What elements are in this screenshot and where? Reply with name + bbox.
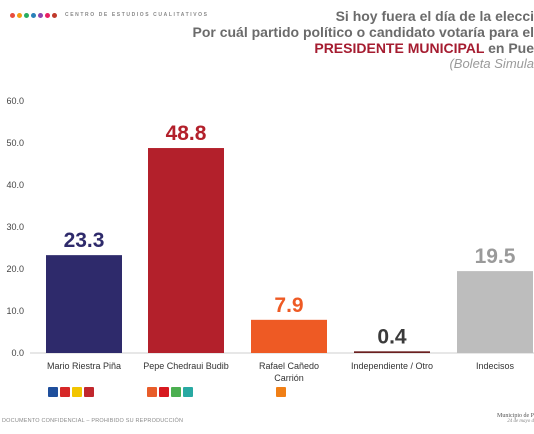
data-label: 48.8 <box>166 122 207 145</box>
chart-title: Si hoy fuera el día de la elecci Por cuá… <box>174 8 534 72</box>
brand-name: CENTRO DE ESTUDIOS CUALITATIVOS <box>65 12 209 18</box>
party-logo-icon <box>276 387 286 397</box>
title-line-3-tail: en Pue <box>484 40 534 56</box>
data-label: 19.5 <box>475 245 516 268</box>
brand-dot <box>17 12 22 18</box>
x-tick-label: Pepe Chedraui Budib <box>143 361 229 371</box>
title-line-3: PRESIDENTE MUNICIPAL en Pue <box>174 40 534 56</box>
party-logo-group <box>48 387 94 397</box>
y-tick-label: 10.0 <box>6 306 24 316</box>
x-tick-label: Independiente / Otro <box>351 361 433 371</box>
party-logo-icon <box>171 387 181 397</box>
y-tick-label: 20.0 <box>6 264 24 274</box>
y-tick-label: 30.0 <box>6 222 24 232</box>
x-tick-label: Rafael Cañedo <box>259 361 319 371</box>
party-logo-icon <box>84 387 94 397</box>
y-tick-label: 50.0 <box>6 138 24 148</box>
data-label: 0.4 <box>377 325 407 348</box>
data-label: 23.3 <box>64 229 105 252</box>
data-label: 7.9 <box>274 294 303 317</box>
footer-municipality: Municipio de P <box>497 413 534 419</box>
footer-location: Municipio de P 24 de mayo d <box>497 413 534 424</box>
y-tick-label: 40.0 <box>6 180 24 190</box>
title-line-1: Si hoy fuera el día de la elecci <box>335 8 534 24</box>
party-logo-icon <box>159 387 169 397</box>
party-logo-icon <box>72 387 82 397</box>
brand-dot <box>10 12 15 18</box>
x-tick-label: Mario Riestra Piña <box>47 361 121 371</box>
brand-dot <box>31 12 36 18</box>
brand-logo: CENTRO DE ESTUDIOS CUALITATIVOS <box>10 12 209 18</box>
party-logo-icon <box>183 387 193 397</box>
title-line-2: Por cuál partido político o candidato vo… <box>192 24 534 40</box>
party-logo-group <box>276 387 286 397</box>
footer-date: 24 de mayo d <box>507 419 534 424</box>
bar <box>148 148 224 353</box>
brand-dot <box>38 12 43 18</box>
footer-confidential: DOCUMENTO CONFIDENCIAL – PROHIBIDO SU RE… <box>2 418 184 424</box>
brand-dot <box>45 12 50 18</box>
bar <box>46 255 122 353</box>
party-logo-icon <box>60 387 70 397</box>
party-logo-icon <box>48 387 58 397</box>
brand-dot <box>52 12 57 18</box>
party-logo-group <box>147 387 193 397</box>
subtitle: (Boleta Simula <box>449 56 534 71</box>
x-tick-label: Carrión <box>274 373 304 383</box>
bar <box>354 351 430 353</box>
brand-dot <box>24 12 29 18</box>
bar <box>457 271 533 353</box>
bar <box>251 319 327 353</box>
party-logo-icon <box>147 387 157 397</box>
y-tick-label: 60.0 <box>6 96 24 106</box>
title-emphasis: PRESIDENTE MUNICIPAL <box>314 40 485 56</box>
x-tick-label: Indecisos <box>476 361 515 371</box>
y-tick-label: 0.0 <box>11 348 24 358</box>
